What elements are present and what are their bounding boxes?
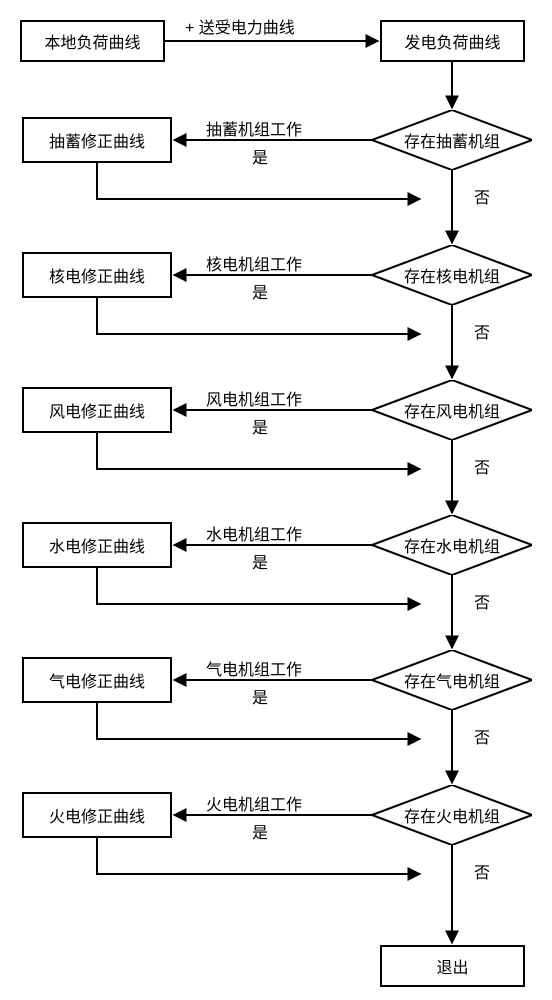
- edge-work-label: 核电机组工作: [206, 251, 302, 275]
- node-correction-label: 核电修正曲线: [49, 263, 145, 287]
- node-correction-label: 火电修正曲线: [49, 803, 145, 827]
- node-correction: 抽蓄修正曲线: [22, 117, 172, 163]
- node-decision: 存在抽蓄机组: [372, 110, 532, 170]
- node-correction-label: 气电修正曲线: [49, 668, 145, 692]
- edge-no-label: 否: [474, 184, 490, 208]
- node-decision-label: 存在风电机组: [372, 380, 532, 440]
- edge-no-label: 否: [474, 724, 490, 748]
- node-exit: 退出: [380, 945, 525, 987]
- node-decision-label: 存在抽蓄机组: [372, 110, 532, 170]
- edge-work-label: 抽蓄机组工作: [206, 116, 302, 140]
- node-decision-label: 存在火电机组: [372, 785, 532, 845]
- edge-no-label: 否: [474, 589, 490, 613]
- node-decision-label: 存在水电机组: [372, 515, 532, 575]
- node-decision: 存在火电机组: [372, 785, 532, 845]
- edge-work-label: 风电机组工作: [206, 386, 302, 410]
- node-correction: 核电修正曲线: [22, 252, 172, 298]
- node-decision: 存在气电机组: [372, 650, 532, 710]
- node-local-load-label: 本地负荷曲线: [44, 29, 140, 53]
- edge-work-label: 火电机组工作: [206, 791, 302, 815]
- node-correction-label: 抽蓄修正曲线: [49, 128, 145, 152]
- edge-no-label: 否: [474, 859, 490, 883]
- edge-work-label: 气电机组工作: [206, 656, 302, 680]
- edge-yes-label: 是: [252, 819, 268, 843]
- edge-yes-label: 是: [252, 684, 268, 708]
- node-decision-label: 存在核电机组: [372, 245, 532, 305]
- node-decision: 存在核电机组: [372, 245, 532, 305]
- node-correction: 水电修正曲线: [22, 522, 172, 568]
- edge-yes-label: 是: [252, 279, 268, 303]
- node-correction: 气电修正曲线: [22, 657, 172, 703]
- edge-plus-label: + 送受电力曲线: [185, 14, 295, 38]
- edge-yes-label: 是: [252, 414, 268, 438]
- node-correction: 风电修正曲线: [22, 387, 172, 433]
- edge-no-label: 否: [474, 454, 490, 478]
- node-gen-load-label: 发电负荷曲线: [404, 29, 500, 53]
- node-exit-label: 退出: [436, 954, 468, 978]
- node-correction: 火电修正曲线: [22, 792, 172, 838]
- node-decision: 存在水电机组: [372, 515, 532, 575]
- node-decision-label: 存在气电机组: [372, 650, 532, 710]
- edge-yes-label: 是: [252, 549, 268, 573]
- node-gen-load: 发电负荷曲线: [380, 20, 525, 62]
- edge-yes-label: 是: [252, 144, 268, 168]
- node-correction-label: 风电修正曲线: [49, 398, 145, 422]
- node-correction-label: 水电修正曲线: [49, 533, 145, 557]
- edge-work-label: 水电机组工作: [206, 521, 302, 545]
- edge-no-label: 否: [474, 319, 490, 343]
- node-decision: 存在风电机组: [372, 380, 532, 440]
- node-local-load: 本地负荷曲线: [20, 20, 165, 62]
